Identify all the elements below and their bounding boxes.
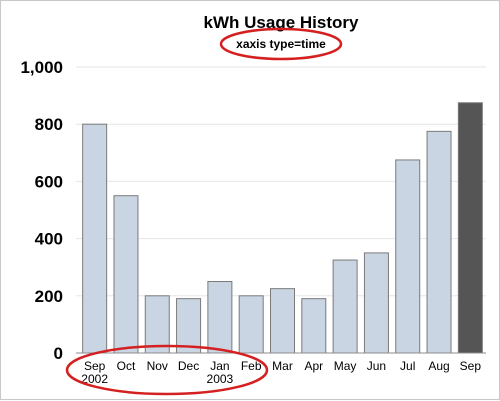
subtitle-annotation-ellipse xyxy=(219,27,343,61)
y-tick-labels: 0 200 400 600 800 1,000 xyxy=(20,58,63,363)
bar xyxy=(395,159,421,354)
chart-subtitle: xaxis type=time xyxy=(236,37,326,51)
x-tick-month-label: Feb xyxy=(241,359,262,373)
x-tick-month-label: Nov xyxy=(147,359,168,373)
x-tick-month-label: Mar xyxy=(272,359,293,373)
y-tick-label: 1,000 xyxy=(20,58,63,77)
bar xyxy=(113,195,139,354)
bar xyxy=(301,298,327,354)
y-tick-label: 0 xyxy=(54,344,63,363)
bar xyxy=(426,130,452,354)
y-tick-label: 200 xyxy=(35,287,63,306)
x-tick-month-label: Jul xyxy=(400,359,415,373)
bars xyxy=(82,102,483,354)
x-tick-month-label: Jun xyxy=(367,359,386,373)
bar xyxy=(207,281,233,354)
y-tick-label: 400 xyxy=(35,230,63,249)
bar xyxy=(82,123,108,354)
bar xyxy=(270,288,295,354)
y-tick-label: 800 xyxy=(35,115,63,134)
x-tick-month-label: Dec xyxy=(178,359,199,373)
x-tick-month-label: Apr xyxy=(304,359,323,373)
chart-title: kWh Usage History xyxy=(204,13,359,32)
year-labels-annotation-ellipse xyxy=(65,344,269,396)
bar xyxy=(363,252,389,354)
x-tick-month-label: May xyxy=(334,359,357,373)
x-tick-year-label: 2002 xyxy=(81,372,108,386)
x-tick-month-label: Jan xyxy=(210,359,229,373)
bar xyxy=(332,259,358,354)
bar xyxy=(176,298,202,354)
y-tick-label: 600 xyxy=(35,172,63,191)
bar xyxy=(238,295,264,354)
x-tick-month-label: Aug xyxy=(428,359,449,373)
x-tick-month-label: Sep xyxy=(460,359,482,373)
x-tick-year-label: 2003 xyxy=(207,372,234,386)
x-tick-month-label: Oct xyxy=(117,359,136,373)
bar-highlight xyxy=(457,102,483,354)
bar xyxy=(144,295,170,354)
x-tick-month-label: Sep xyxy=(84,359,106,373)
